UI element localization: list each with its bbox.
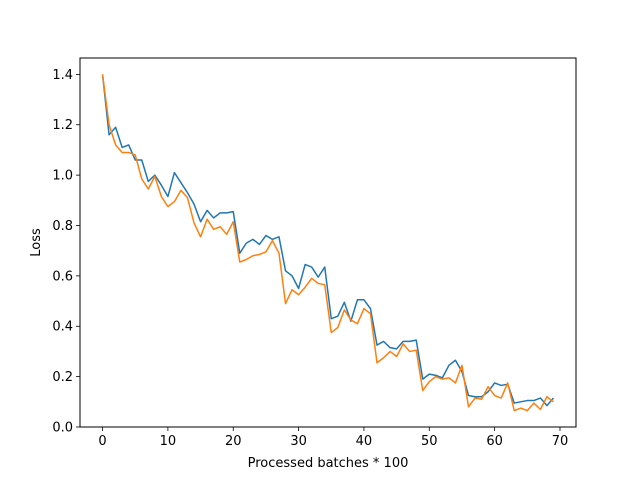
y-tick-label: 0.4 — [52, 320, 73, 335]
x-tick-label: 40 — [356, 434, 373, 449]
x-tick-label: 20 — [225, 434, 242, 449]
x-axis: 0 10 20 30 40 50 60 70 — [98, 427, 568, 449]
y-tick-label: 0.8 — [52, 219, 73, 234]
y-axis-label: Loss — [29, 228, 44, 257]
y-tick-label: 1.2 — [52, 118, 73, 133]
y-tick-label: 1.0 — [52, 169, 73, 184]
y-tick-label: 1.4 — [52, 68, 73, 83]
y-tick-label: 0.6 — [52, 269, 73, 284]
x-tick-label: 70 — [552, 434, 569, 449]
series-line-1 — [101, 74, 555, 407]
x-tick-label: 0 — [98, 434, 106, 449]
x-axis-label: Processed batches * 100 — [248, 456, 409, 471]
x-tick-label: 60 — [486, 434, 503, 449]
x-tick-label: 10 — [160, 434, 177, 449]
plot-frame — [79, 57, 577, 428]
series-line-2 — [101, 74, 554, 412]
y-axis: 0.0 0.2 0.4 0.6 0.8 1.0 1.2 1.4 — [52, 68, 80, 436]
x-tick-label: 30 — [290, 434, 307, 449]
y-tick-label: 0.0 — [52, 421, 73, 436]
x-tick-label: 50 — [421, 434, 438, 449]
series-layer — [101, 74, 555, 412]
y-tick-label: 0.2 — [52, 370, 73, 385]
